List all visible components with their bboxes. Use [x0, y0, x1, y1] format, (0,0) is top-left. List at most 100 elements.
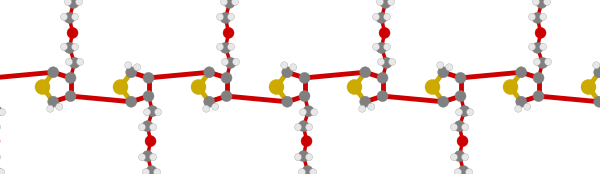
- Circle shape: [298, 121, 309, 132]
- Circle shape: [56, 103, 63, 110]
- Circle shape: [516, 67, 527, 78]
- Circle shape: [425, 80, 440, 94]
- Circle shape: [65, 72, 76, 83]
- Circle shape: [64, 12, 75, 23]
- Circle shape: [134, 64, 141, 71]
- Circle shape: [373, 43, 380, 50]
- Circle shape: [217, 13, 224, 20]
- Circle shape: [0, 106, 2, 117]
- Circle shape: [383, 43, 391, 50]
- Circle shape: [533, 0, 539, 5]
- Circle shape: [359, 105, 366, 112]
- Circle shape: [149, 124, 157, 131]
- Circle shape: [221, 72, 232, 83]
- Circle shape: [529, 13, 536, 20]
- Circle shape: [125, 62, 132, 69]
- Circle shape: [305, 124, 313, 131]
- Circle shape: [232, 0, 239, 5]
- Circle shape: [191, 80, 206, 94]
- Circle shape: [302, 166, 313, 174]
- Circle shape: [71, 43, 79, 50]
- Circle shape: [455, 72, 466, 83]
- Circle shape: [360, 67, 371, 78]
- Circle shape: [376, 12, 387, 23]
- Circle shape: [544, 0, 551, 5]
- Circle shape: [466, 169, 473, 174]
- Circle shape: [0, 169, 5, 174]
- Circle shape: [221, 0, 227, 5]
- Circle shape: [143, 169, 149, 174]
- Circle shape: [377, 58, 385, 65]
- Circle shape: [269, 80, 284, 94]
- Circle shape: [368, 103, 375, 110]
- Circle shape: [281, 62, 288, 69]
- Circle shape: [298, 151, 309, 162]
- Circle shape: [537, 57, 548, 68]
- Circle shape: [535, 27, 546, 38]
- Circle shape: [454, 151, 465, 162]
- Circle shape: [67, 27, 78, 38]
- Circle shape: [383, 13, 391, 20]
- Circle shape: [515, 105, 522, 112]
- Circle shape: [446, 64, 453, 71]
- Circle shape: [139, 154, 146, 161]
- Circle shape: [533, 72, 544, 83]
- Circle shape: [47, 105, 54, 112]
- Circle shape: [381, 57, 392, 68]
- Circle shape: [533, 58, 541, 65]
- Circle shape: [139, 124, 146, 131]
- Circle shape: [221, 58, 229, 65]
- Circle shape: [217, 43, 224, 50]
- Circle shape: [295, 154, 302, 161]
- Circle shape: [593, 62, 600, 69]
- Circle shape: [299, 169, 305, 174]
- Circle shape: [311, 109, 317, 116]
- Circle shape: [282, 67, 293, 78]
- Circle shape: [347, 80, 362, 94]
- Circle shape: [77, 58, 83, 65]
- Circle shape: [220, 42, 231, 53]
- Circle shape: [224, 0, 235, 8]
- Circle shape: [310, 169, 317, 174]
- Circle shape: [203, 105, 210, 112]
- Circle shape: [227, 43, 235, 50]
- Circle shape: [299, 72, 310, 83]
- Circle shape: [220, 12, 231, 23]
- Circle shape: [65, 58, 73, 65]
- Circle shape: [48, 67, 59, 78]
- Circle shape: [451, 124, 458, 131]
- Circle shape: [301, 136, 312, 147]
- Circle shape: [71, 13, 79, 20]
- Circle shape: [459, 106, 470, 117]
- Circle shape: [282, 96, 293, 107]
- Circle shape: [388, 0, 395, 5]
- Circle shape: [76, 0, 83, 5]
- Circle shape: [503, 80, 518, 94]
- Circle shape: [532, 12, 543, 23]
- Circle shape: [457, 136, 468, 147]
- Circle shape: [48, 96, 59, 107]
- Circle shape: [0, 109, 5, 116]
- Circle shape: [532, 42, 543, 53]
- Circle shape: [594, 96, 600, 107]
- Circle shape: [461, 124, 469, 131]
- Circle shape: [389, 58, 395, 65]
- Circle shape: [299, 109, 307, 116]
- Circle shape: [126, 67, 137, 78]
- Circle shape: [377, 72, 388, 83]
- Circle shape: [377, 0, 383, 5]
- Circle shape: [539, 13, 547, 20]
- Circle shape: [539, 43, 547, 50]
- Circle shape: [227, 13, 235, 20]
- Circle shape: [451, 154, 458, 161]
- Circle shape: [360, 96, 371, 107]
- Circle shape: [594, 67, 600, 78]
- Circle shape: [461, 154, 469, 161]
- Circle shape: [305, 154, 313, 161]
- Circle shape: [581, 80, 596, 94]
- Circle shape: [536, 0, 547, 8]
- Circle shape: [154, 169, 161, 174]
- Circle shape: [455, 109, 463, 116]
- Circle shape: [303, 106, 314, 117]
- Circle shape: [376, 42, 387, 53]
